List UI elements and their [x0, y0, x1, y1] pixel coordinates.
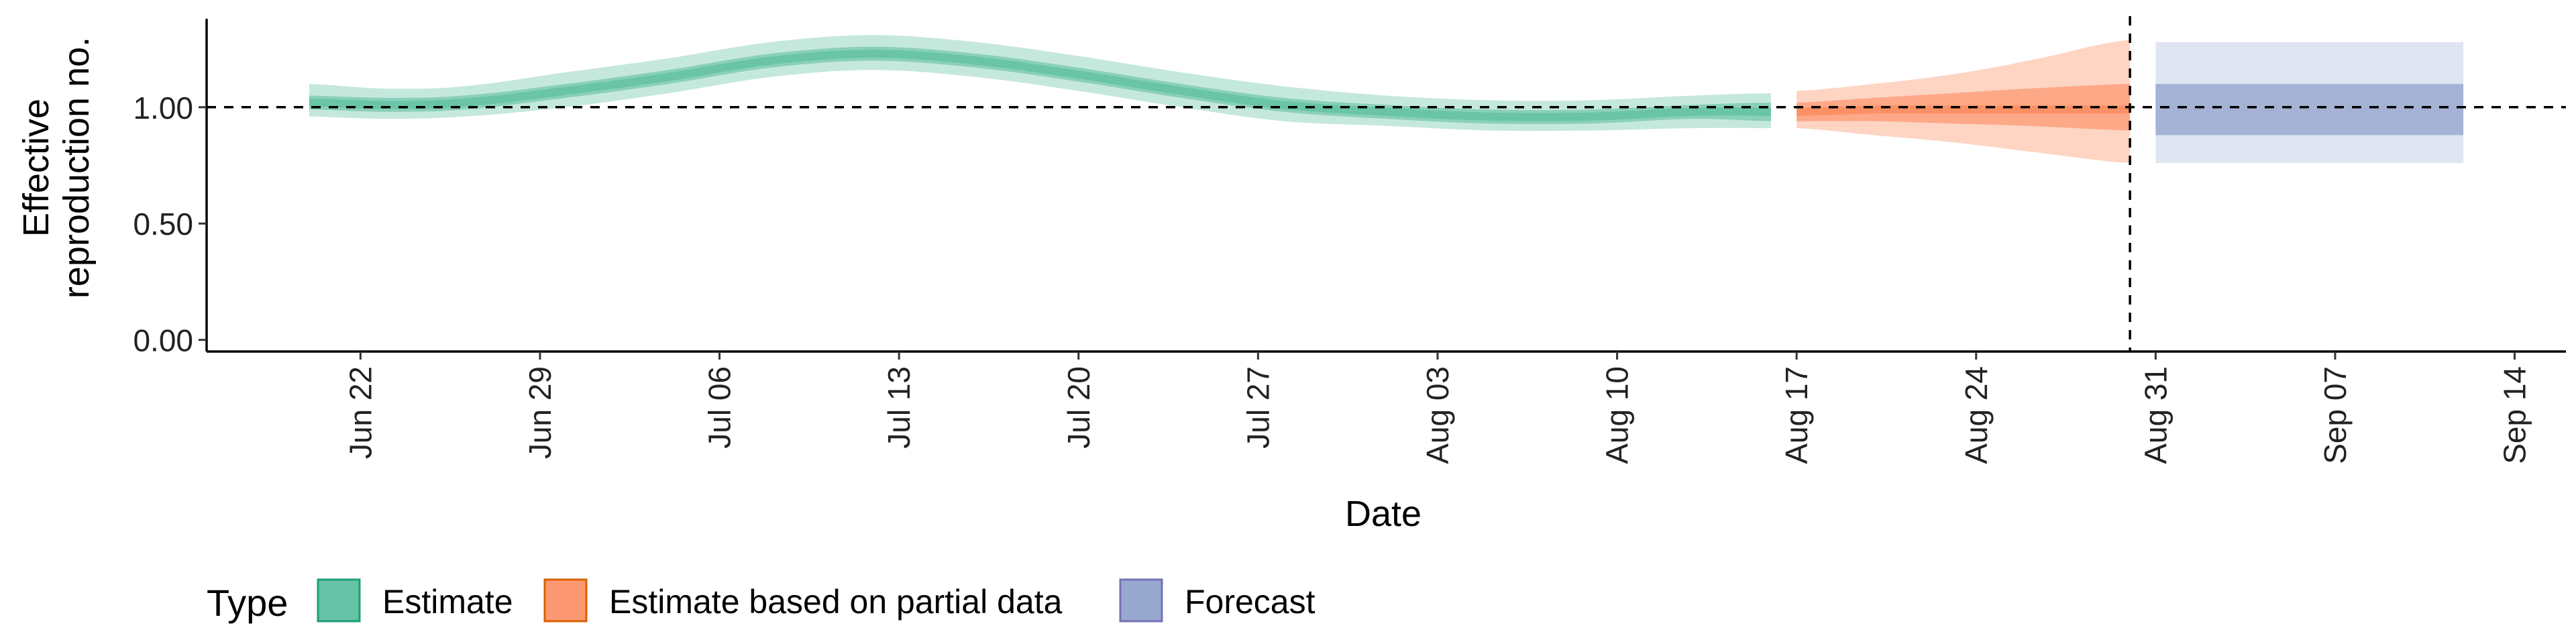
median-line-1 — [1796, 105, 2131, 116]
x-tick-label-4: Jul 20 — [1061, 366, 1096, 449]
y-axis-title-line-1: Effective — [16, 99, 56, 237]
median-line-0 — [309, 49, 1771, 121]
legend-label-partial: Estimate based on partial data — [609, 583, 1063, 621]
x-tick-label-1: Jun 29 — [523, 366, 557, 459]
x-tick-label-10: Aug 31 — [2138, 366, 2173, 464]
legend-key-estimate — [317, 578, 361, 623]
x-axis-title: Date — [1345, 494, 1421, 534]
tick-layer: 0.00 0.50 1.00 Jun 22 Jun 29 Jul 06 Jul 13 Jul … — [133, 91, 2532, 464]
x-tick-label-5: Jul 27 — [1240, 366, 1275, 449]
x-tick-label-3: Jul 13 — [881, 366, 916, 449]
y-tick-label-2: 1.00 — [133, 91, 193, 125]
x-tick-label-11: Sep 07 — [2318, 366, 2353, 464]
ribbon-layer — [309, 35, 2464, 164]
series-estimate-based-on-partial-data — [1796, 40, 2131, 164]
legend-title: Type — [207, 582, 288, 624]
series-estimate — [309, 35, 1771, 131]
x-tick-label-0: Jun 22 — [343, 366, 378, 459]
legend-label-forecast: Forecast — [1185, 583, 1316, 621]
x-tick-label-2: Jul 06 — [702, 366, 737, 449]
x-tick-label-8: Aug 17 — [1779, 366, 1814, 464]
y-axis-title-line-2: reproduction no. — [56, 37, 97, 299]
axes — [205, 19, 2566, 353]
series-forecast — [2155, 42, 2464, 164]
legend: Type Estimate Estimate based on partial … — [207, 578, 1316, 624]
x-tick-label-9: Aug 24 — [1959, 366, 1994, 464]
legend-label-estimate: Estimate — [382, 583, 513, 621]
legend-key-forecast — [1119, 578, 1163, 623]
ribbon-50-2 — [2155, 84, 2464, 136]
y-tick-label-1: 0.50 — [133, 207, 193, 241]
x-tick-label-6: Aug 03 — [1420, 366, 1455, 464]
x-tick-label-7: Aug 10 — [1600, 366, 1635, 464]
x-tick-label-12: Sep 14 — [2498, 366, 2532, 464]
y-tick-label-0: 0.00 — [133, 323, 193, 358]
reference-lines — [207, 16, 2566, 352]
legend-key-partial — [543, 578, 588, 623]
